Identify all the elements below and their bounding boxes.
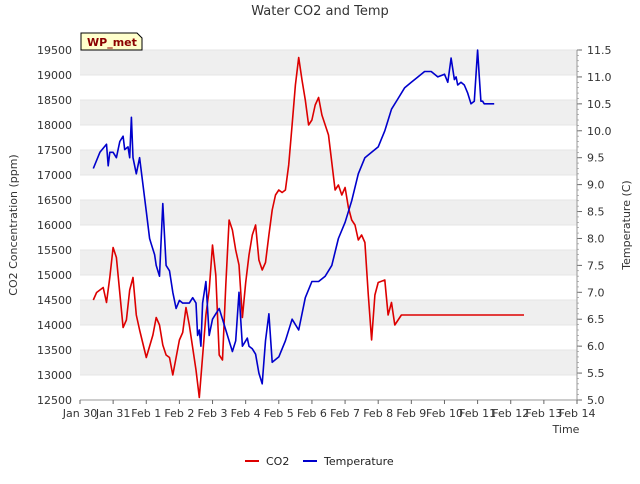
x-tick-label: Feb 9 [396,407,426,420]
grid-band [80,300,577,325]
y-left-tick-label: 13000 [37,369,72,382]
site-label: WP_met [87,36,137,49]
y-right-tick-label: 6.5 [587,313,605,326]
y-right-tick-label: 8.5 [587,206,605,219]
y-left-tick-label: 13500 [37,344,72,357]
y-left-tick-label: 14500 [37,294,72,307]
y-right-tick-label: 10.0 [587,125,612,138]
y-left-tick-label: 17000 [37,169,72,182]
x-tick-label: Feb 13 [525,407,562,420]
y-right-tick-label: 11.0 [587,71,612,84]
x-tick-label: Feb 4 [231,407,261,420]
y-left-tick-label: 17500 [37,144,72,157]
grid-band [80,350,577,375]
x-tick-label: Jan 30 [62,407,97,420]
x-tick-label: Feb 3 [198,407,228,420]
y-left-tick-label: 16500 [37,194,72,207]
y-left-tick-label: 19000 [37,69,72,82]
y-left-tick-label: 18500 [37,94,72,107]
y-left-tick-label: 12500 [37,394,72,407]
chart-title: Water CO2 and Temp [251,4,389,19]
y-left-tick-label: 19500 [37,44,72,57]
y-right-tick-label: 10.5 [587,98,612,111]
grid-band [80,150,577,175]
y-axis-left-title: CO2 Concentration (ppm) [7,154,20,295]
y-right-tick-label: 9.0 [587,179,605,192]
series-line-temperature [92,49,495,385]
y-left-tick-label: 15500 [37,244,72,257]
x-tick-label: Feb 11 [459,407,496,420]
site-label-box: WP_met [80,32,143,51]
x-axis-title: Time [552,423,580,436]
y-right-tick-label: 8.0 [587,232,605,245]
y-left-tick-label: 15000 [37,269,72,282]
grid-band [80,50,577,75]
grid-bands [80,49,577,401]
x-tick-label: Feb 1 [131,407,161,420]
x-tick-label: Feb 7 [330,407,360,420]
y-right-tick-label: 5.5 [587,367,605,380]
series-line-co2 [92,56,524,399]
x-tick-label: Jan 31 [95,407,130,420]
axes-layer: 12500 13000 13500 14000 14500 15000 15500 16000… [37,44,612,420]
grid-band [80,200,577,225]
y-right-tick-label: 5.0 [587,394,605,407]
y-right-tick-label: 11.5 [587,44,612,57]
x-tick-label: Feb 2 [164,407,194,420]
y-right-tick-label: 7.5 [587,259,605,272]
legend-temperature-label: Temperature [323,455,394,468]
y-left-tick-label: 16000 [37,219,72,232]
y-right-tick-label: 9.5 [587,152,605,165]
series-layer [92,49,524,399]
x-tick-label: Feb 10 [426,407,463,420]
x-tick-label: Feb 12 [492,407,529,420]
x-tick-label: Feb 14 [559,407,596,420]
y-right-tick-label: 7.0 [587,286,605,299]
y-left-tick-label: 18000 [37,119,72,132]
x-tick-label: Feb 8 [363,407,393,420]
x-tick-label: Feb 6 [297,407,327,420]
y-axis-right-title: Temperature (C) [620,180,633,270]
y-right-tick-label: 6.0 [587,340,605,353]
legend-co2-label: CO2 [266,455,289,468]
y-left-tick-label: 14000 [37,319,72,332]
x-tick-label: Feb 5 [264,407,294,420]
legend: CO2 Temperature [245,455,394,468]
grid-band [80,100,577,125]
